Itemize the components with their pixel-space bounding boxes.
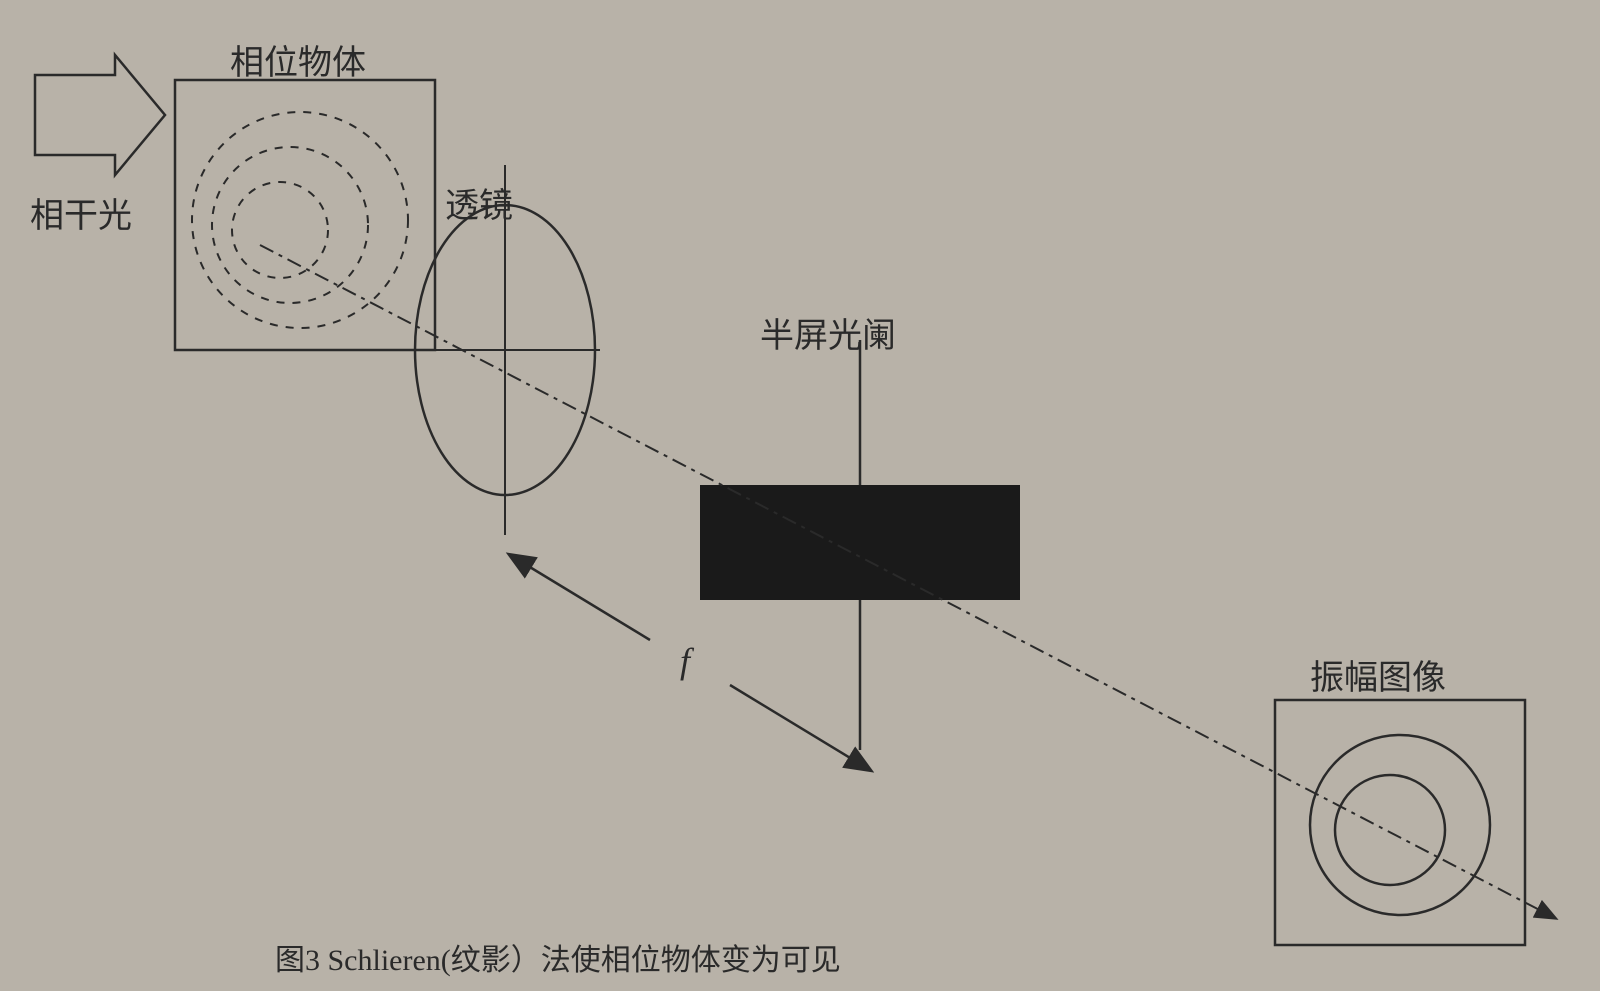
lens-label: 透镜 xyxy=(445,178,513,227)
phase-circle-mid xyxy=(212,147,368,303)
focal-arrow-left xyxy=(510,555,650,640)
coherent-light-label: 相干光 xyxy=(30,188,132,237)
phase-circle-inner xyxy=(232,182,328,278)
coherent-light-arrow xyxy=(35,55,165,175)
focal-arrow-right xyxy=(730,685,870,770)
amp-circle-inner xyxy=(1335,775,1445,885)
phase-circle-outer xyxy=(192,112,408,328)
amp-circle-outer xyxy=(1310,735,1490,915)
stop-block xyxy=(700,485,1020,600)
figure-caption: 图3 Schlieren(纹影）法使相位物体变为可见 xyxy=(275,935,841,979)
phase-object-label: 相位物体 xyxy=(230,35,366,84)
amplitude-image-label: 振幅图像 xyxy=(1310,650,1446,699)
focal-length-label: f xyxy=(680,640,690,682)
diagram-svg xyxy=(0,0,1600,991)
half-stop-label: 半屏光阑 xyxy=(760,308,896,357)
phase-object-box xyxy=(175,80,435,350)
amplitude-image-box xyxy=(1275,700,1525,945)
